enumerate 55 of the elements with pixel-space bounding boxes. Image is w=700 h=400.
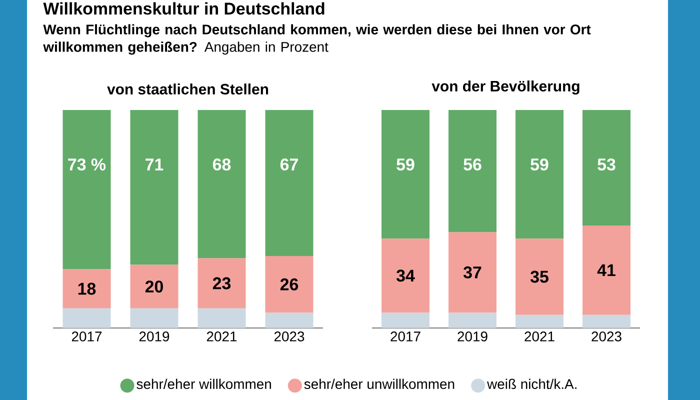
x-tick-label: 2021 — [524, 332, 554, 342]
x-tick-label: 2017 — [390, 332, 420, 342]
data-label: 71 — [146, 158, 164, 170]
data-label: 37 — [463, 266, 482, 278]
x-tick-label: 2023 — [274, 332, 304, 342]
data-label: 59 — [530, 158, 548, 170]
x-tick-label: 2017 — [72, 332, 102, 342]
bar — [382, 110, 430, 239]
data-label: 59 — [396, 158, 414, 170]
data-label: 56 — [464, 158, 482, 170]
bar — [130, 308, 178, 328]
bar — [448, 110, 497, 232]
bar — [516, 238, 564, 315]
bar — [130, 110, 178, 265]
bar — [62, 110, 111, 270]
bar — [62, 269, 111, 308]
x-tick-label: 2023 — [592, 332, 622, 342]
x-tick-label: 2019 — [139, 332, 170, 342]
data-label: 41 — [597, 264, 616, 276]
bar — [265, 110, 314, 256]
bar — [130, 264, 178, 308]
bar — [582, 314, 631, 328]
legend-label: sehr/eher unwillkommen — [304, 378, 454, 390]
data-label: 26 — [280, 278, 298, 290]
bar — [265, 256, 314, 313]
bar — [382, 238, 430, 313]
bar — [582, 110, 631, 226]
text: Wenn Flüchtlinge nach Deutschland kommen, wie werden diese bei Ihnen vor Ort willkommen geheißen? Angaben in Prozent — [43, 24, 591, 55]
data-label: 20 — [145, 280, 163, 293]
bar — [198, 110, 246, 258]
text: Willkommenskultur in Deutschland — [43, 2, 324, 15]
x-tick-label: 2021 — [206, 332, 237, 342]
data-label: 53 — [598, 158, 616, 171]
data-label: 35 — [530, 270, 548, 283]
x-tick-label: 2019 — [458, 332, 488, 342]
bar — [265, 312, 314, 328]
bar — [448, 312, 497, 328]
data-label: 18 — [78, 282, 96, 295]
data-label: 68 — [212, 158, 231, 170]
bar — [516, 314, 564, 328]
data-label: 67 — [280, 158, 298, 170]
legend-label: weiß nicht/k.A. — [487, 378, 576, 390]
data-label: 73 % — [68, 158, 106, 171]
chart-title: von staatlichen Stellen — [107, 84, 268, 94]
bar — [516, 110, 564, 239]
legend-label: sehr/eher willkommen — [136, 378, 271, 390]
bar — [62, 308, 111, 328]
data-label: 34 — [396, 270, 415, 282]
chart-title: von der Bevölkerung — [432, 80, 580, 95]
bar — [382, 312, 430, 328]
bar — [198, 258, 246, 308]
bar — [448, 232, 497, 313]
bar — [198, 308, 246, 328]
data-label: 23 — [212, 277, 231, 290]
bar — [582, 226, 631, 315]
